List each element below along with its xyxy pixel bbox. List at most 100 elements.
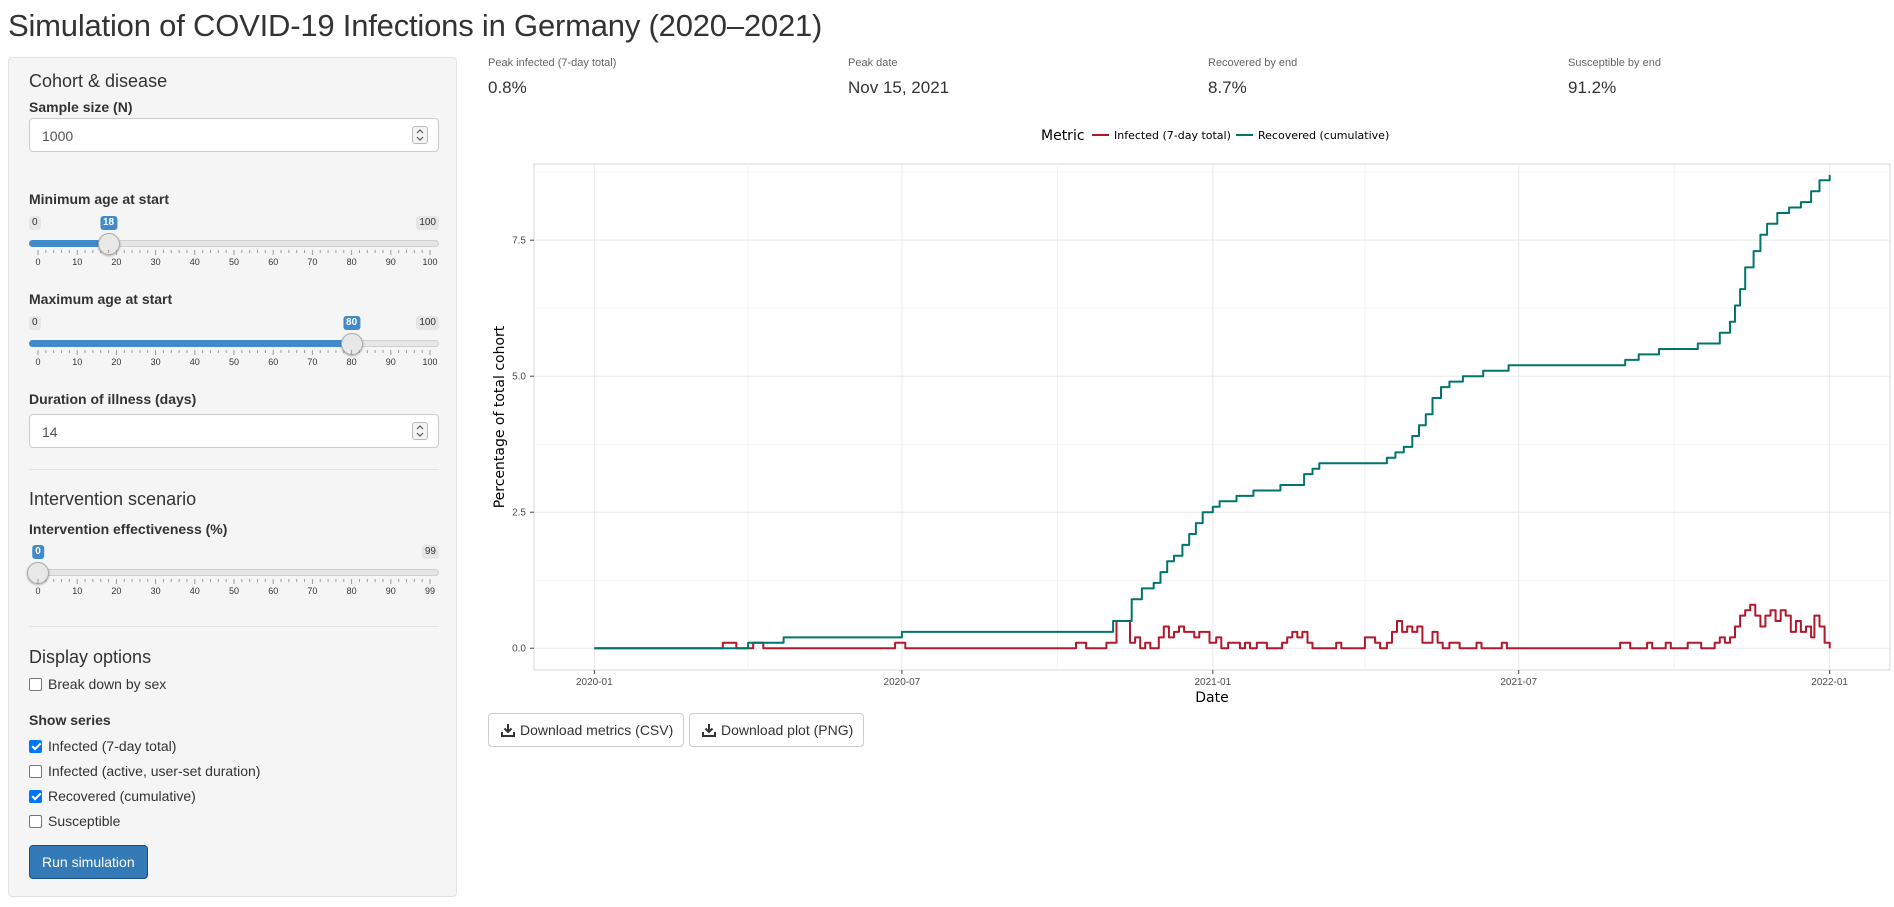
slider-tick-label: 10: [72, 586, 82, 596]
metric-label: Susceptible by end: [1568, 57, 1661, 69]
sample-size-value: 1000: [42, 128, 74, 144]
effectiveness-label: Intervention effectiveness (%): [29, 521, 228, 537]
checkbox-box[interactable]: [29, 677, 42, 691]
page-title: Simulation of COVID-19 Infections in Ger…: [8, 8, 823, 43]
download-plot-button[interactable]: Download plot (PNG): [689, 713, 865, 747]
legend-title: Metric: [1041, 128, 1085, 144]
duration-value: 14: [42, 424, 58, 440]
sample-size-input[interactable]: 1000: [29, 118, 439, 152]
slider-tick-label: 30: [151, 357, 161, 367]
checkbox-label: Infected (7-day total): [48, 738, 177, 754]
y-tick-label: 5.0: [512, 372, 526, 383]
min-age-min: 0: [29, 216, 41, 230]
slider-tick-label: 100: [422, 357, 437, 367]
divider: [29, 626, 439, 627]
effectiveness-max: 99: [421, 545, 439, 559]
max-age-value: 80: [343, 316, 361, 330]
slider-tick-label: 90: [386, 586, 396, 596]
slider-tick-label: 0: [35, 357, 40, 367]
max-age-fill: [29, 340, 352, 347]
divider: [29, 469, 439, 470]
checkbox-label: Recovered (cumulative): [48, 788, 196, 804]
sample-size-spinner-icon[interactable]: [412, 126, 428, 144]
y-tick-label: 2.5: [512, 508, 526, 519]
min-age-slider[interactable]: 0 100 18 0 10 20 30 40 50 60 70 80 90 100: [29, 216, 439, 276]
checkbox-label: Susceptible: [48, 813, 121, 829]
duration-input[interactable]: 14: [29, 414, 439, 448]
checkbox-box[interactable]: [29, 789, 42, 803]
checkbox-box[interactable]: [29, 814, 42, 828]
x-tick-label: 2020-01: [576, 677, 613, 688]
series-line: [594, 603, 1831, 650]
download-icon: [702, 724, 716, 737]
metric-recovered-end: Recovered by end 8.7%: [1208, 57, 1538, 98]
slider-tick-label: 99: [425, 586, 435, 596]
slider-tick-label: 50: [229, 357, 239, 367]
break-down-by-sex-checkbox[interactable]: Break down by sex: [29, 675, 166, 693]
duration-spinner-icon[interactable]: [412, 422, 428, 440]
slider-tick-label: 0: [35, 257, 40, 267]
series-checkbox-recovered[interactable]: Recovered (cumulative): [29, 787, 196, 805]
x-tick-label: 2022-01: [1811, 677, 1848, 688]
metric-value: 0.8%: [488, 78, 527, 97]
checkbox-box[interactable]: [29, 739, 42, 753]
min-age-handle[interactable]: [97, 233, 120, 255]
covid-chart: 2020-01 2020-07 2021-01 2021-07 2022-01 0.0 2.…: [492, 128, 1891, 706]
download-metrics-button[interactable]: Download metrics (CSV): [488, 713, 685, 747]
checkbox-box[interactable]: [29, 764, 42, 778]
slider-tick-label: 80: [347, 357, 357, 367]
slider-tick-label: 90: [386, 357, 396, 367]
metric-susceptible-end: Susceptible by end 91.2%: [1568, 57, 1894, 98]
slider-tick-label: 50: [229, 586, 239, 596]
slider-tick-label: 20: [111, 257, 121, 267]
effectiveness-slider[interactable]: 0 99 0 0 10 20 30 40 50 60 70 80 90 99: [27, 545, 439, 605]
metric-label: Peak date: [848, 57, 898, 69]
section-title-display: Display options: [29, 647, 152, 667]
min-age-value: 18: [99, 216, 118, 230]
series-checkbox-infected-active[interactable]: Infected (active, user-set duration): [29, 762, 260, 780]
slider-tick-label: 40: [190, 257, 200, 267]
series-checkbox-infected-7day[interactable]: Infected (7-day total): [29, 737, 176, 755]
slider-tick-label: 70: [307, 586, 317, 596]
series-line: [594, 174, 1831, 650]
effectiveness-ticks: 0 10 20 30 40 50 60 70 80 90 99: [35, 579, 435, 596]
slider-tick-label: 40: [190, 357, 200, 367]
max-age-ticks: 0 10 20 30 40 50 60 70 80 90 100: [35, 350, 438, 367]
metric-value: Nov 15, 2021: [848, 78, 950, 97]
min-age-label: Minimum age at start: [29, 191, 170, 207]
slider-tick-label: 100: [422, 257, 437, 267]
max-age-max: 100: [416, 316, 439, 330]
x-tick-label: 2020-07: [884, 677, 921, 688]
slider-tick-label: 10: [72, 257, 82, 267]
slider-tick-label: 80: [347, 257, 357, 267]
checkbox-label: Infected (active, user-set duration): [48, 763, 261, 779]
slider-tick-label: 90: [386, 257, 396, 267]
show-series-label: Show series: [29, 712, 111, 728]
section-title-cohort: Cohort & disease: [29, 71, 168, 91]
metric-label: Peak infected (7-day total): [488, 57, 617, 69]
effectiveness-track[interactable]: [29, 569, 439, 576]
legend-label: Infected (7-day total): [1114, 129, 1231, 142]
metric-value: 91.2%: [1568, 78, 1617, 97]
run-simulation-button[interactable]: Run simulation: [29, 845, 148, 879]
slider-tick-label: 60: [268, 586, 278, 596]
slider-tick-label: 0: [35, 586, 40, 596]
slider-tick-label: 70: [307, 257, 317, 267]
download-metrics-label: Download metrics (CSV): [520, 722, 674, 738]
sidebar-panel: Cohort & disease Sample size (N) 1000 Mi…: [8, 57, 457, 897]
slider-tick-label: 10: [72, 357, 82, 367]
series-checkbox-susceptible[interactable]: Susceptible: [29, 812, 120, 830]
metric-peak-infected: Peak infected (7-day total) 0.8%: [488, 57, 818, 98]
min-age-ticks: 0 10 20 30 40 50 60 70 80 90 100: [35, 250, 438, 267]
slider-tick-label: 60: [268, 257, 278, 267]
chart-legend: Metric Infected (7-day total) Recovered (c…: [1041, 128, 1389, 144]
max-age-slider[interactable]: 0 100 80 0 10 20 30 40 50 60 70 80 90 100: [29, 316, 439, 376]
legend-label: Recovered (cumulative): [1258, 129, 1389, 142]
section-title-intervention: Intervention scenario: [29, 489, 197, 509]
slider-tick-label: 70: [307, 357, 317, 367]
slider-tick-label: 40: [190, 586, 200, 596]
download-plot-label: Download plot (PNG): [721, 722, 854, 738]
slider-tick-label: 80: [347, 586, 357, 596]
x-axis-title: Date: [1195, 690, 1228, 706]
slider-tick-label: 60: [268, 357, 278, 367]
